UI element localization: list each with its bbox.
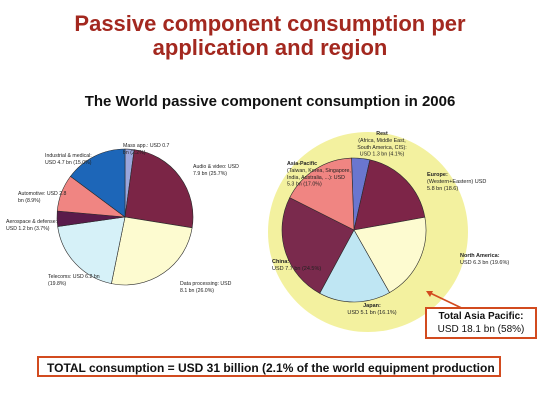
- title-line-1: Passive component consumption per: [74, 11, 466, 36]
- north-america-label: North America: USD 6.3 bn (19.6%): [460, 253, 509, 266]
- total-consumption-box: TOTAL consumption = USD 31 billion (2.1%…: [37, 356, 501, 377]
- telecoms-label-line-1: (19.8%): [48, 281, 66, 287]
- region-slice-1: [353, 159, 426, 231]
- asia-pacific-label: Asia-Pacific (Taiwan, Korea, Singapore, In…: [287, 161, 351, 188]
- application-slice-1: [124, 149, 194, 229]
- page-title: Passive component consumption per applic…: [0, 12, 540, 60]
- pie-labels: Mass app.: USD 0.7 bn (2.2%) Audio & video…: [6, 131, 509, 316]
- europe-label-line-1: (Western+Eastern) USD: [427, 179, 486, 185]
- data-processing-label: Data processing: USD 8.1 bn (26.0%): [180, 281, 232, 294]
- title-line-2: application and region: [152, 35, 388, 60]
- automotive-label-line-1: bn (8.9%): [18, 198, 41, 204]
- rest-label: Rest (Africa, Middle East, South America, …: [357, 131, 406, 158]
- china-label-line-1: USD 7.7 bn (24.5%): [272, 266, 321, 272]
- rest-label-line-0: Rest: [376, 131, 388, 137]
- asia-pacific-label-line-3: 5.3 bn (17.0%): [287, 182, 322, 188]
- region-slice-2: [353, 216, 427, 294]
- japan-label-line-0: Japan:: [363, 303, 381, 309]
- region-pie: [268, 132, 468, 332]
- mass-app-label: Mass app.: USD 0.7 bn (2.2%): [123, 143, 170, 156]
- industrial-medical-label: Industrial & medical: USD 4.7 bn (15.0%): [45, 153, 92, 166]
- asia-pacific-label-line-2: India, Australia, ...): USD: [287, 175, 345, 181]
- north-america-label-line-0: North America:: [460, 253, 500, 259]
- automotive-label: Automotive: USD 2.8 bn (8.9%): [18, 191, 67, 204]
- telecoms-label-line-0: Telecoms: USD 6.2 bn: [48, 274, 100, 280]
- region-slice-5: [289, 157, 355, 231]
- application-slice-3: [57, 216, 126, 284]
- region-slice-4: [281, 197, 355, 294]
- application-pie: [56, 148, 194, 286]
- industrial-medical-label-line-0: Industrial & medical:: [45, 153, 92, 159]
- japan-label-line-1: USD 5.1 bn (16.1%): [347, 310, 396, 316]
- callout-value: USD 18.1 bn (58%): [437, 324, 525, 335]
- japan-label: Japan: USD 5.1 bn (16.1%): [347, 303, 396, 316]
- automotive-label-line-0: Automotive: USD 2.8: [18, 191, 67, 197]
- data-processing-label-line-0: Data processing: USD: [180, 281, 232, 287]
- europe-label-line-2: 5.8 bn (18.6): [427, 186, 458, 192]
- north-america-label-line-1: USD 6.3 bn (19.6%): [460, 260, 509, 266]
- china-label-line-0: China:: [272, 259, 289, 265]
- asia-pacific-label-line-0: Asia-Pacific: [287, 161, 317, 167]
- china-label: China: USD 7.7 bn (24.5%): [272, 259, 321, 272]
- application-slice-2: [111, 216, 193, 286]
- audio-video-label-line-0: Audio & video: USD: [193, 164, 239, 170]
- total-asia-pacific-callout: Total Asia Pacific: USD 18.1 bn (58%): [425, 307, 537, 339]
- audio-video-label: Audio & video: USD 7.9 bn (25.7%): [193, 164, 239, 177]
- mass-app-label-line-1: bn (2.2%): [123, 150, 146, 156]
- industrial-medical-label-line-1: USD 4.7 bn (15.0%): [45, 160, 92, 166]
- rest-label-line-3: USD 1.3 bn (4.1%): [360, 152, 405, 158]
- data-processing-label-line-1: 8.1 bn (26.0%): [180, 288, 214, 294]
- mass-app-label-line-0: Mass app.: USD 0.7: [123, 143, 170, 149]
- telecoms-label: Telecoms: USD 6.2 bn (19.8%): [48, 274, 100, 287]
- aerospace-defense-label: Aerospace & defense: USD 1.2 bn (3.7%): [6, 219, 57, 232]
- audio-video-label-line-1: 7.9 bn (25.7%): [193, 171, 227, 177]
- aerospace-defense-label-line-1: USD 1.2 bn (3.7%): [6, 226, 50, 232]
- callout-title: Total Asia Pacific:: [438, 311, 524, 322]
- rest-label-line-1: (Africa, Middle East,: [358, 138, 405, 144]
- asia-pacific-label-line-1: (Taiwan, Korea, Singapore,: [287, 168, 351, 174]
- rest-label-line-2: South America, CIS):: [357, 145, 406, 151]
- aerospace-defense-label-line-0: Aerospace & defense:: [6, 219, 57, 225]
- callout-arrow-head: [426, 291, 433, 297]
- chart-subtitle: The World passive component consumption …: [84, 93, 456, 110]
- europe-label-line-0: Europe:: [427, 172, 448, 178]
- application-slice-6: [70, 148, 126, 218]
- europe-label: Europe: (Western+Eastern) USD 5.8 bn (18.6…: [427, 172, 486, 192]
- region-slice-3: [319, 229, 390, 303]
